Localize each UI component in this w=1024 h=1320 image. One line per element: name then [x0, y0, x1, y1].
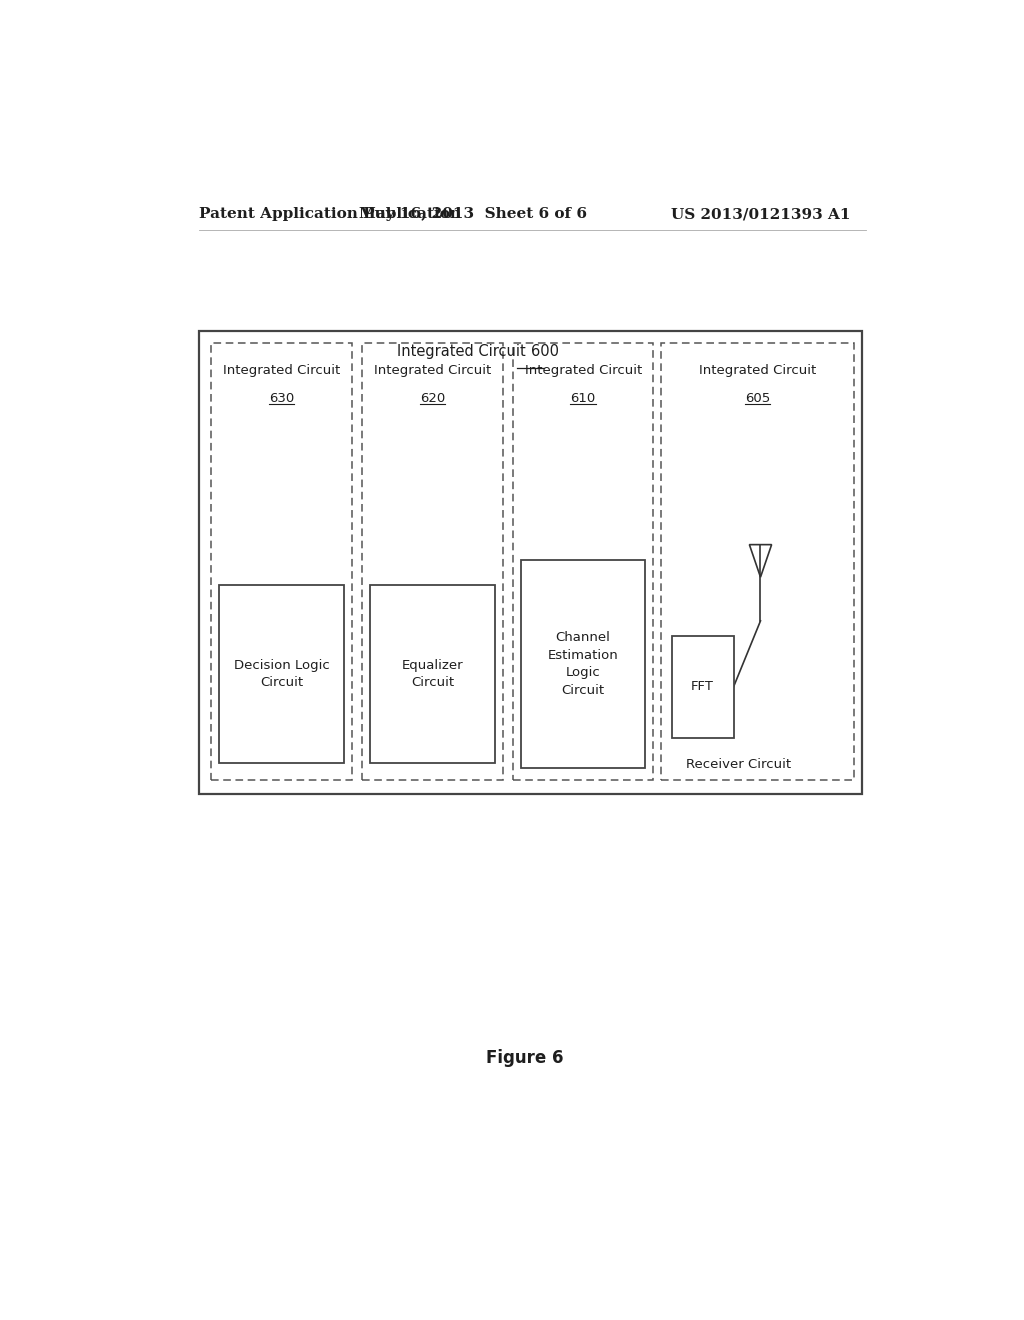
Text: Decision Logic
Circuit: Decision Logic Circuit — [233, 659, 330, 689]
Text: 605: 605 — [745, 392, 770, 405]
Text: Integrated Circuit: Integrated Circuit — [374, 364, 490, 376]
Bar — [513, 343, 653, 780]
Bar — [672, 636, 733, 738]
Bar — [362, 343, 503, 780]
Bar — [662, 343, 854, 780]
Bar — [370, 585, 495, 763]
Bar — [521, 560, 645, 768]
Text: Integrated Circuit: Integrated Circuit — [397, 345, 530, 359]
Bar — [219, 585, 344, 763]
Text: Integrated Circuit: Integrated Circuit — [524, 364, 642, 376]
Bar — [211, 343, 352, 780]
Text: FFT: FFT — [691, 680, 714, 693]
Text: 610: 610 — [570, 392, 596, 405]
Text: 600: 600 — [530, 345, 559, 359]
Text: Channel
Estimation
Logic
Circuit: Channel Estimation Logic Circuit — [548, 631, 618, 697]
Text: Receiver Circuit: Receiver Circuit — [686, 758, 791, 771]
Text: 620: 620 — [420, 392, 445, 405]
Text: Figure 6: Figure 6 — [486, 1049, 563, 1067]
Text: May 16, 2013  Sheet 6 of 6: May 16, 2013 Sheet 6 of 6 — [359, 207, 587, 222]
Text: Integrated Circuit: Integrated Circuit — [699, 364, 816, 376]
Text: US 2013/0121393 A1: US 2013/0121393 A1 — [671, 207, 850, 222]
Text: Integrated Circuit: Integrated Circuit — [223, 364, 340, 376]
Text: Equalizer
Circuit: Equalizer Circuit — [401, 659, 463, 689]
Text: Patent Application Publication: Patent Application Publication — [200, 207, 462, 222]
Bar — [200, 331, 862, 793]
Text: 630: 630 — [269, 392, 294, 405]
